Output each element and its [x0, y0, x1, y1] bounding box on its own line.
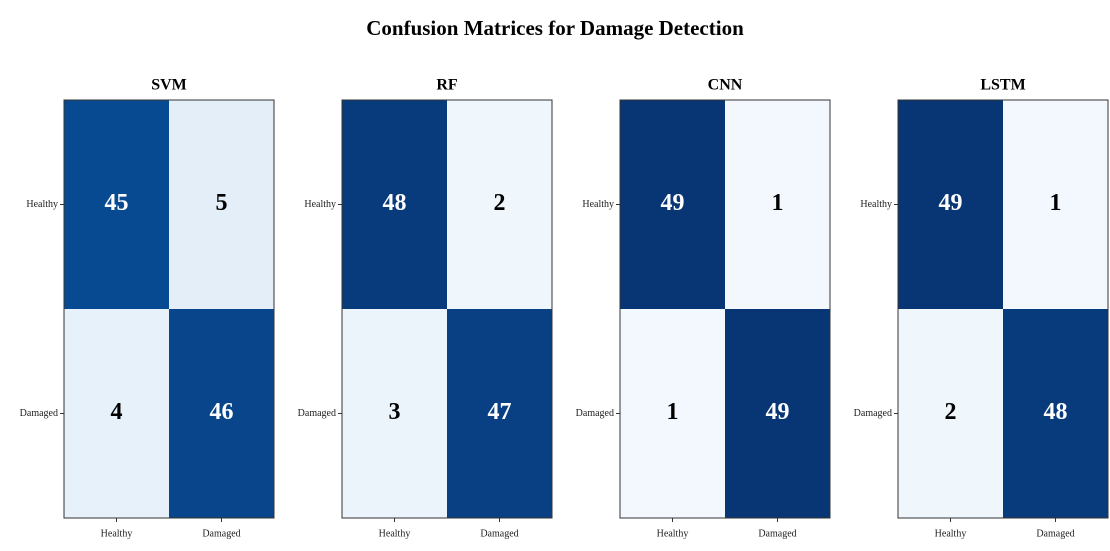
cell-label: 46: [210, 399, 234, 425]
plot-frame: [897, 99, 1109, 519]
heatmap-cell: [725, 309, 830, 518]
heatmap-cell: [898, 309, 1003, 518]
cell-label: 49: [661, 190, 685, 216]
y-tick-label: Healthy: [860, 199, 892, 210]
x-tick-label: Healthy: [657, 528, 689, 539]
heatmap-cell: [620, 100, 725, 309]
cell-label: 2: [494, 190, 506, 216]
y-tick-label: Healthy: [26, 199, 58, 210]
cell-label: 48: [383, 190, 407, 216]
y-tick-label: Healthy: [304, 199, 336, 210]
cell-label: 1: [667, 399, 679, 425]
x-tick-label: Healthy: [101, 528, 133, 539]
cell-label: 3: [389, 399, 401, 425]
heatmap-cell: [1003, 309, 1108, 518]
heatmap-cell: [342, 100, 447, 309]
heatmap-cell: [447, 309, 552, 518]
heatmap-cell: [169, 100, 274, 309]
heatmap-cell: [64, 309, 169, 518]
heatmap-cell: [1003, 100, 1108, 309]
cell-label: 1: [1050, 190, 1062, 216]
y-tick-label: Healthy: [582, 199, 614, 210]
heatmap-cell: [620, 309, 725, 518]
heatmap-cell: [725, 100, 830, 309]
x-tick-label: Healthy: [935, 528, 967, 539]
cell-label: 48: [1044, 399, 1068, 425]
heatmap-cell: [898, 100, 1003, 309]
cell-label: 49: [766, 399, 790, 425]
y-tick-label: Damaged: [20, 408, 58, 419]
x-tick-label: Damaged: [758, 528, 796, 539]
cell-label: 47: [488, 399, 512, 425]
figure-title: Confusion Matrices for Damage Detection: [366, 16, 744, 40]
x-tick-label: Healthy: [379, 528, 411, 539]
heatmap-cell: [169, 309, 274, 518]
cell-label: 4: [111, 399, 123, 425]
subplot-title: SVM: [151, 77, 187, 94]
cell-label: 2: [945, 399, 957, 425]
plot-frame: [619, 99, 831, 519]
plot-frame: [341, 99, 553, 519]
subplot-title: LSTM: [980, 77, 1025, 94]
subplot-title: CNN: [708, 77, 743, 94]
cell-label: 5: [216, 190, 228, 216]
x-tick-label: Damaged: [202, 528, 240, 539]
cell-label: 49: [939, 190, 963, 216]
x-tick-label: Damaged: [1036, 528, 1074, 539]
heatmap-cell: [64, 100, 169, 309]
heatmap-cell: [342, 309, 447, 518]
subplot-title: RF: [436, 77, 458, 94]
plot-frame: [63, 99, 275, 519]
y-tick-label: Damaged: [298, 408, 336, 419]
y-tick-label: Damaged: [576, 408, 614, 419]
cell-label: 1: [772, 190, 784, 216]
y-tick-label: Damaged: [854, 408, 892, 419]
cell-label: 45: [105, 190, 129, 216]
heatmap-cell: [447, 100, 552, 309]
x-tick-label: Damaged: [480, 528, 518, 539]
